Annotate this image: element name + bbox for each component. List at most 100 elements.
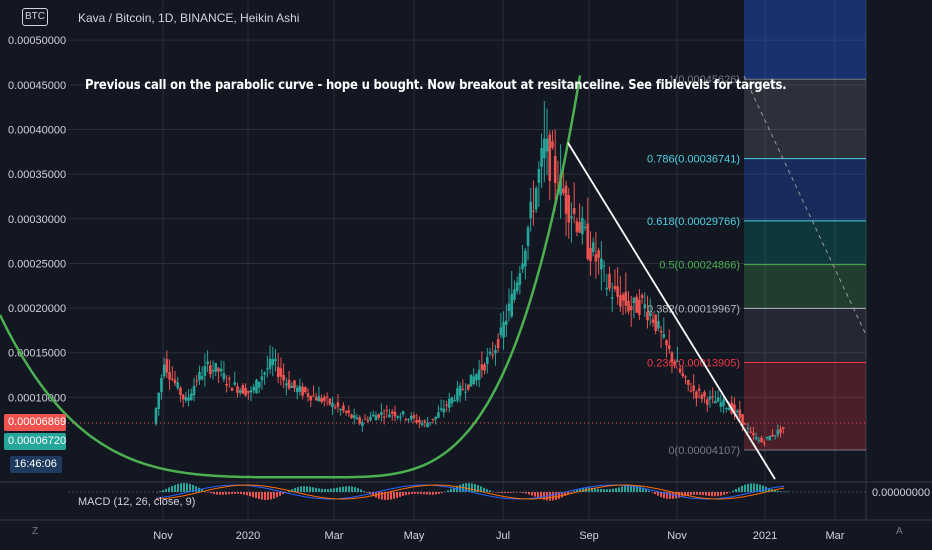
candle-body <box>328 398 332 405</box>
candle-body <box>686 379 690 385</box>
candle-body <box>765 436 769 439</box>
chart-title: Kava / Bitcoin, 1D, BINANCE, Heikin Ashi <box>78 11 300 25</box>
macd-bar <box>777 490 779 492</box>
macd-bar <box>381 492 383 500</box>
candle-body <box>225 383 228 386</box>
candle-body <box>689 390 693 392</box>
macd-bar <box>318 488 320 492</box>
candle-body <box>534 188 538 210</box>
candle-body <box>263 372 266 375</box>
macd-bar <box>519 492 521 493</box>
candle-body <box>203 366 207 376</box>
candle-body <box>198 371 201 381</box>
macd-bar <box>663 492 665 499</box>
macd-bar <box>222 492 224 495</box>
x-tick-label: 2021 <box>753 530 777 542</box>
candle-body <box>640 295 644 299</box>
candle-body <box>257 381 261 388</box>
macd-bar <box>435 492 437 495</box>
macd-bar <box>666 492 668 499</box>
candle-body <box>336 402 340 407</box>
candle-body <box>670 352 674 362</box>
candle-body <box>537 168 541 183</box>
macd-label: MACD (12, 26, close, 9) <box>78 496 196 508</box>
macd-bar <box>705 492 707 496</box>
candle-body <box>502 322 505 338</box>
macd-bar <box>357 488 359 492</box>
macd-bar <box>306 486 308 492</box>
candle-body <box>333 407 337 409</box>
macd-bar <box>594 488 596 492</box>
candle-body <box>355 417 359 420</box>
candle-body <box>342 405 345 411</box>
x-tick-label: Nov <box>153 530 173 542</box>
macd-bar <box>723 492 725 495</box>
macd-bar <box>363 490 365 492</box>
macd-bar <box>537 492 539 498</box>
fib-zone <box>744 264 866 309</box>
macd-bar <box>753 483 755 492</box>
candle-body <box>605 287 609 290</box>
macd-bar <box>555 492 557 500</box>
candle-body <box>168 372 171 380</box>
fib-label: 1(0.00045626) <box>668 74 740 86</box>
macd-bar <box>201 489 203 492</box>
y-tick-label: 0.00015000 <box>8 348 66 360</box>
candle-body <box>548 134 552 181</box>
macd-bar <box>561 492 563 498</box>
candle-body <box>184 397 188 401</box>
macd-bar <box>645 488 647 492</box>
macd-bar <box>552 492 554 501</box>
candle-body <box>762 442 766 444</box>
candle-body <box>252 386 256 391</box>
candle-body <box>209 365 212 375</box>
macd-bar <box>255 492 257 499</box>
fib-zone <box>744 0 866 80</box>
y-tick-label: 0.00020000 <box>8 303 66 315</box>
candle-body <box>695 391 698 399</box>
macd-bar <box>744 484 746 492</box>
macd-bar <box>597 488 599 492</box>
macd-bar <box>540 492 542 499</box>
candle-body <box>735 411 739 413</box>
macd-bar <box>447 490 449 492</box>
candle-body <box>157 392 161 409</box>
symbol-badge[interactable]: BTC <box>22 8 48 26</box>
macd-bar <box>468 483 470 492</box>
candle-body <box>190 393 193 400</box>
macd-bar <box>660 492 662 498</box>
candle-body <box>705 399 709 405</box>
candle-body <box>312 395 315 397</box>
candle-body <box>214 362 218 372</box>
auto-scale-button[interactable]: A <box>896 526 903 537</box>
macd-bar <box>501 492 503 494</box>
macd-bar <box>717 492 719 497</box>
macd-bar <box>507 492 509 493</box>
fib-label: 0(0.00004107) <box>668 445 740 457</box>
candle-body <box>352 415 356 419</box>
candle-body <box>768 436 772 441</box>
timezone-button[interactable]: Z <box>32 526 39 537</box>
macd-bar <box>159 491 161 492</box>
candle-body <box>236 386 239 393</box>
y-tick-label: 0.00045000 <box>8 80 66 92</box>
macd-bar <box>636 485 638 492</box>
macd-bar <box>678 492 680 498</box>
y-tick-label: 0.00035000 <box>8 169 66 181</box>
macd-bar <box>234 492 236 494</box>
fib-label: 0.382(0.00019967) <box>647 303 740 315</box>
macd-bar <box>264 492 266 500</box>
fib-zone <box>744 308 866 363</box>
candle-body <box>396 416 399 418</box>
macd-bar <box>483 487 485 492</box>
macd-bar <box>738 487 740 492</box>
macd-bar <box>345 486 347 492</box>
candle-body <box>532 210 535 212</box>
macd-bar <box>690 492 692 496</box>
macd-bar <box>171 486 173 492</box>
candle-body <box>648 312 652 317</box>
candle-body <box>420 423 424 426</box>
candle-body <box>382 416 386 418</box>
